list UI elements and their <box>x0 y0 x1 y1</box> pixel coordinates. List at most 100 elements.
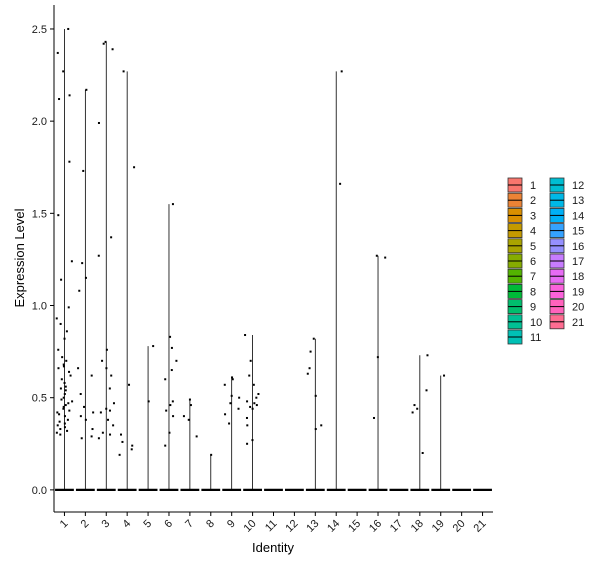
y-tick-label: 2.0 <box>32 116 47 128</box>
data-point <box>62 70 65 73</box>
data-point <box>312 337 315 340</box>
data-point <box>255 396 258 399</box>
data-point <box>210 453 213 456</box>
x-tick-label: 3 <box>100 518 113 531</box>
data-point <box>306 372 309 375</box>
y-axis-ticks: 0.0 0.5 1.0 1.5 2.0 2.5 <box>32 24 54 497</box>
data-point <box>309 350 312 353</box>
legend-item-12: 12 <box>549 177 584 193</box>
data-point <box>82 169 85 172</box>
data-point <box>109 433 112 436</box>
legend-label: 3 <box>530 210 536 222</box>
data-point <box>384 256 387 259</box>
data-point <box>90 374 93 377</box>
data-point <box>249 405 252 408</box>
x-tick-label: 6 <box>162 518 175 531</box>
data-point <box>171 203 174 206</box>
plot-area <box>55 27 492 491</box>
data-point <box>128 383 131 386</box>
data-point <box>56 51 59 54</box>
data-point <box>85 88 88 91</box>
legend-item-15: 15 <box>549 223 584 239</box>
data-point <box>246 424 249 427</box>
data-point <box>249 359 252 362</box>
x-tick-label: 18 <box>409 518 426 535</box>
data-point <box>189 404 192 407</box>
x-tick-label: 16 <box>367 518 384 535</box>
data-point <box>68 94 71 97</box>
x-tick-label: 14 <box>325 518 342 535</box>
data-point <box>59 428 62 431</box>
data-point <box>60 378 63 381</box>
data-point <box>97 121 100 124</box>
data-point <box>171 400 174 403</box>
data-point <box>165 409 168 412</box>
legend-label: 1 <box>530 180 536 192</box>
data-point <box>80 437 83 440</box>
legend-label: 5 <box>530 241 536 253</box>
data-point <box>55 317 58 320</box>
legend-label: 8 <box>530 286 536 298</box>
data-point <box>246 400 249 403</box>
data-point <box>63 422 66 425</box>
x-tick-label: 15 <box>346 518 363 535</box>
legend-label: 16 <box>572 241 584 253</box>
x-axis-title: Identity <box>252 540 294 555</box>
data-point <box>55 431 58 434</box>
y-tick-label: 1.0 <box>32 301 47 313</box>
x-tick-label: 20 <box>451 518 468 535</box>
violin-6 <box>159 203 179 491</box>
data-point <box>63 393 66 396</box>
data-point <box>62 405 65 408</box>
data-point <box>90 435 93 438</box>
data-point <box>59 322 62 325</box>
data-point <box>97 437 100 440</box>
data-point <box>175 359 178 362</box>
data-point <box>101 359 104 362</box>
data-point <box>112 424 115 427</box>
data-point <box>223 383 226 386</box>
x-tick-label: 21 <box>472 518 489 535</box>
data-point <box>224 413 227 416</box>
legend-item-17: 17 <box>549 253 584 269</box>
data-point <box>71 400 74 403</box>
legend-item-20: 20 <box>549 299 584 315</box>
data-point <box>79 393 82 396</box>
legend-label: 21 <box>572 317 584 329</box>
data-point <box>58 420 61 423</box>
x-tick-label: 9 <box>225 518 238 531</box>
legend-label: 19 <box>572 286 584 298</box>
data-point <box>248 374 251 377</box>
legend-label: 6 <box>530 256 536 268</box>
legend-item-21: 21 <box>549 314 584 330</box>
data-point <box>169 335 172 338</box>
data-point <box>314 428 317 431</box>
data-point <box>229 402 232 405</box>
data-point <box>228 422 231 425</box>
legend-item-7: 7 <box>507 268 536 284</box>
data-point <box>65 330 68 333</box>
data-point <box>105 348 108 351</box>
data-point <box>62 363 65 366</box>
violin-5 <box>138 345 158 491</box>
data-point <box>164 378 167 381</box>
legend-label: 10 <box>530 317 542 329</box>
legend-item-9: 9 <box>507 299 536 315</box>
legend-item-11: 11 <box>507 329 541 345</box>
data-point <box>170 346 173 349</box>
x-tick-label: 12 <box>283 518 300 535</box>
data-point <box>314 394 317 397</box>
data-point <box>230 394 233 397</box>
legend-label: 15 <box>572 226 584 238</box>
data-point <box>112 402 115 405</box>
data-point <box>65 359 68 362</box>
data-point <box>97 254 100 257</box>
data-point <box>64 404 67 407</box>
legend-label: 20 <box>572 302 584 314</box>
violin-14 <box>326 70 346 491</box>
legend-item-1: 1 <box>507 177 536 193</box>
data-point <box>57 367 60 370</box>
x-tick-label: 8 <box>204 518 217 531</box>
